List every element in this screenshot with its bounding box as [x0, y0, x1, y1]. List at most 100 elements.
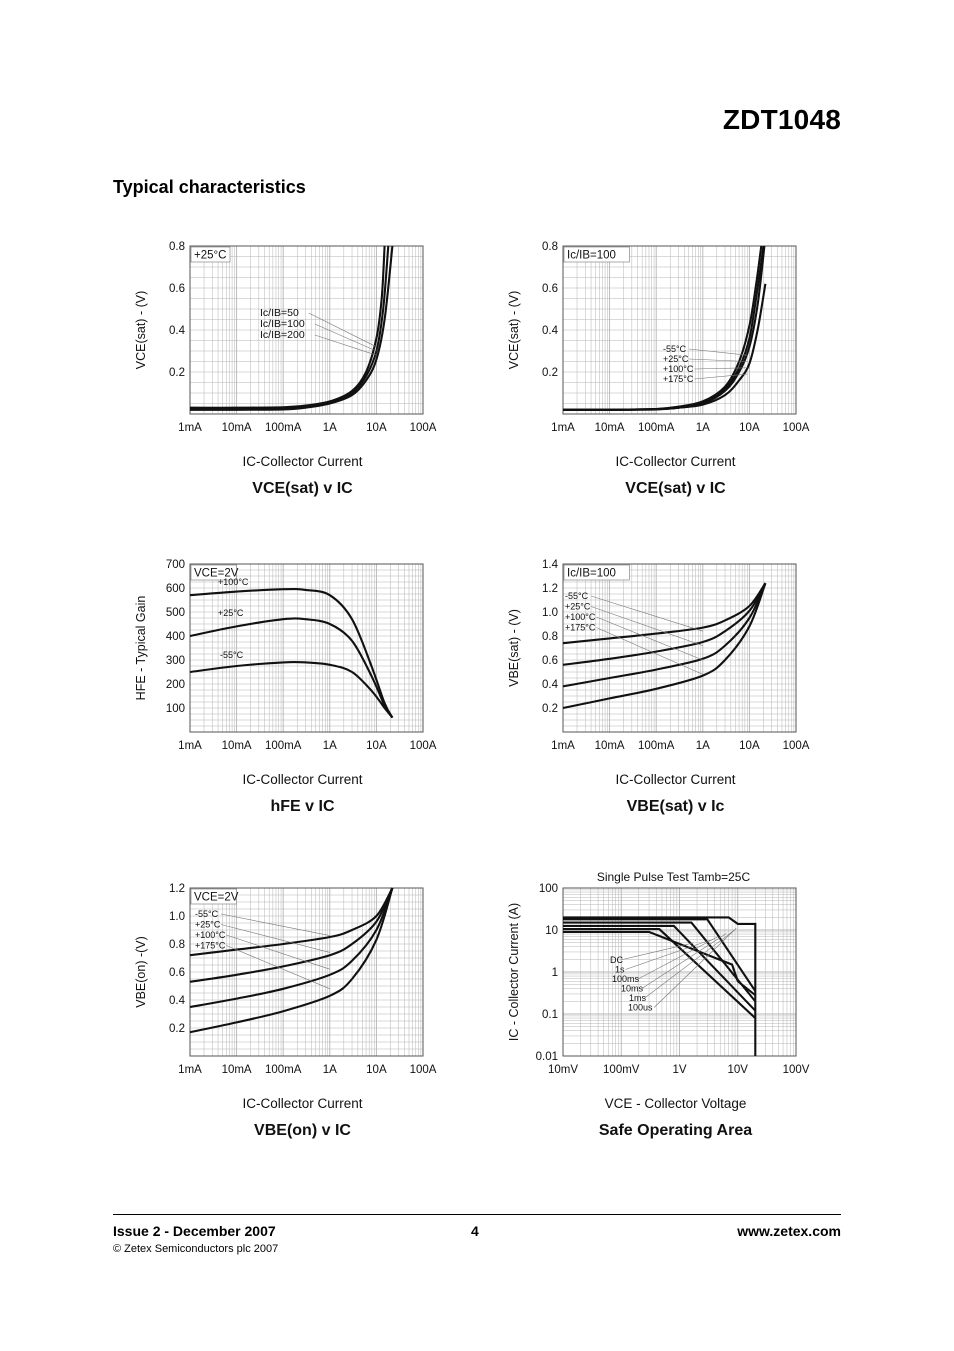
- chart-title: VCE(sat) v IC: [252, 480, 353, 497]
- x-axis-label: IC-Collector Current: [242, 1096, 362, 1111]
- leader-line: [591, 595, 703, 632]
- x-tick-label: 10A: [739, 422, 760, 434]
- legend-label: +100°C: [663, 364, 694, 374]
- leader-line: [596, 627, 703, 675]
- series-label: +100°C: [218, 577, 249, 587]
- legend-label: -55°C: [663, 344, 687, 354]
- x-tick-label: 100V: [783, 1064, 810, 1076]
- x-axis-label: IC-Collector Current: [242, 454, 362, 469]
- chart-title: VBE(on) v IC: [254, 1122, 351, 1139]
- legend-label: +175°C: [565, 623, 596, 633]
- condition-text: VCE=2V: [194, 568, 239, 580]
- footer-page-number: 4: [471, 1223, 479, 1239]
- x-tick-label: 1A: [696, 422, 710, 434]
- legend: -55°C+25°C+100°C+175°C: [663, 344, 748, 384]
- y-tick-label: 0.6: [169, 967, 185, 979]
- legend-label: Ic/IB=200: [260, 329, 305, 341]
- leader-line: [641, 933, 727, 989]
- chart-subtitle: Single Pulse Test Tamb=25C: [597, 870, 751, 884]
- x-tick-label: 10mA: [222, 740, 252, 752]
- x-tick-label: 100mV: [603, 1064, 640, 1076]
- x-tick-label: 100mA: [638, 740, 675, 752]
- series-group: [562, 582, 767, 710]
- y-tick-label: 300: [166, 655, 185, 667]
- x-tick-label: 1A: [323, 740, 337, 752]
- x-tick-label: 10mV: [548, 1064, 578, 1076]
- grid: [189, 887, 423, 1057]
- x-tick-label: 10A: [739, 740, 760, 752]
- x-tick-label: 1mA: [178, 740, 202, 752]
- series-line: [189, 887, 394, 1034]
- condition-label: +25°C: [190, 246, 231, 263]
- x-tick-label: 1mA: [551, 422, 575, 434]
- series-label: +25°C: [218, 608, 244, 618]
- leader-line: [591, 606, 703, 646]
- y-tick-label: 0.01: [536, 1051, 558, 1063]
- x-tick-label: 10A: [366, 740, 387, 752]
- leader-line: [653, 928, 737, 1008]
- chart-safe-operating-area: 10mV 100mV 1V 10V 100V 0.01 0.1 1 10 100 VCE - Col…: [493, 870, 823, 1164]
- leader-line: [625, 939, 711, 970]
- legend-label: DC: [610, 955, 623, 965]
- leader-line: [644, 929, 735, 999]
- footer-divider: [113, 1214, 841, 1215]
- series-line: [563, 921, 757, 1003]
- condition-label: Ic/IB=100: [563, 246, 630, 263]
- y-tick-label: 0.8: [542, 631, 558, 643]
- chart-title: Safe Operating Area: [599, 1122, 752, 1139]
- y-tick-label: 0.2: [169, 1023, 185, 1035]
- series-line: [189, 587, 394, 719]
- chart-svg: 1mA 10mA 100mA 1A 10A 100A 0.2 0.4 0.6 0.8 1.0 1.2 I…: [134, 883, 437, 1139]
- x-tick-label: 100mA: [265, 740, 302, 752]
- series-line: [563, 924, 757, 1012]
- chart-hfe: 1mA 10mA 100mA 1A 10A 100A 100 200 300 400 500 600 7…: [120, 550, 450, 840]
- leader-line: [314, 334, 377, 356]
- series-group: [189, 587, 394, 719]
- x-tick-label: 100A: [783, 740, 810, 752]
- x-tick-label: 1mA: [178, 422, 202, 434]
- footer-website: www.zetex.com: [737, 1223, 841, 1239]
- x-tick-label: 100A: [410, 422, 437, 434]
- section-title: Typical characteristics: [113, 177, 306, 197]
- legend-label: +25°C: [195, 920, 221, 930]
- leader-line: [226, 934, 330, 970]
- leader-line: [314, 323, 377, 352]
- y-tick-label: 0.6: [542, 283, 558, 295]
- y-tick-label: 0.2: [542, 367, 558, 379]
- y-tick-label: 700: [166, 559, 185, 571]
- part-number: ZDT1048: [722, 104, 841, 135]
- series-line: [562, 582, 767, 645]
- plot-frame: [189, 563, 424, 733]
- y-tick-label: 1: [552, 967, 558, 979]
- series-line: [189, 660, 394, 719]
- x-tick-label: 10mA: [222, 422, 252, 434]
- x-tick-label: 100A: [410, 1064, 437, 1076]
- y-tick-label: 100: [539, 883, 558, 895]
- x-axis-label: VCE - Collector Voltage: [605, 1096, 747, 1111]
- x-tick-label: 10A: [366, 1064, 387, 1076]
- chart-vcesat-temperature-ratio: 1mA 10mA 100mA 1A 10A 100A 0.2 0.4 0.6 0.8 IC-Coll…: [120, 232, 450, 522]
- plot-frame: [562, 245, 797, 415]
- chart-title: hFE v IC: [270, 798, 334, 815]
- y-axis-label: IC - Collector Current (A): [507, 903, 521, 1041]
- legend-label: +175°C: [195, 941, 226, 951]
- y-tick-label: 0.4: [542, 679, 559, 691]
- chart-svg: 10mV 100mV 1V 10V 100V 0.01 0.1 1 10 100 VCE - Col…: [507, 870, 810, 1139]
- chart-title: VCE(sat) v IC: [625, 480, 726, 497]
- series-line: [562, 283, 767, 411]
- y-tick-label: 0.2: [542, 703, 558, 715]
- leader-line: [221, 924, 330, 953]
- y-tick-label: 0.8: [542, 241, 558, 253]
- leader-line: [221, 913, 330, 936]
- condition-text: +25°C: [194, 250, 226, 262]
- y-tick-label: 1.0: [542, 607, 558, 619]
- y-tick-label: 10: [545, 925, 558, 937]
- legend-label: 10ms: [621, 984, 644, 994]
- series-line: [189, 617, 394, 719]
- x-tick-label: 10mA: [222, 1064, 252, 1076]
- y-tick-label: 1.2: [542, 583, 558, 595]
- y-axis-label: VBE(sat) - (V): [507, 609, 521, 687]
- y-tick-label: 0.8: [169, 241, 185, 253]
- y-axis-label: VCE(sat) - (V): [507, 291, 521, 369]
